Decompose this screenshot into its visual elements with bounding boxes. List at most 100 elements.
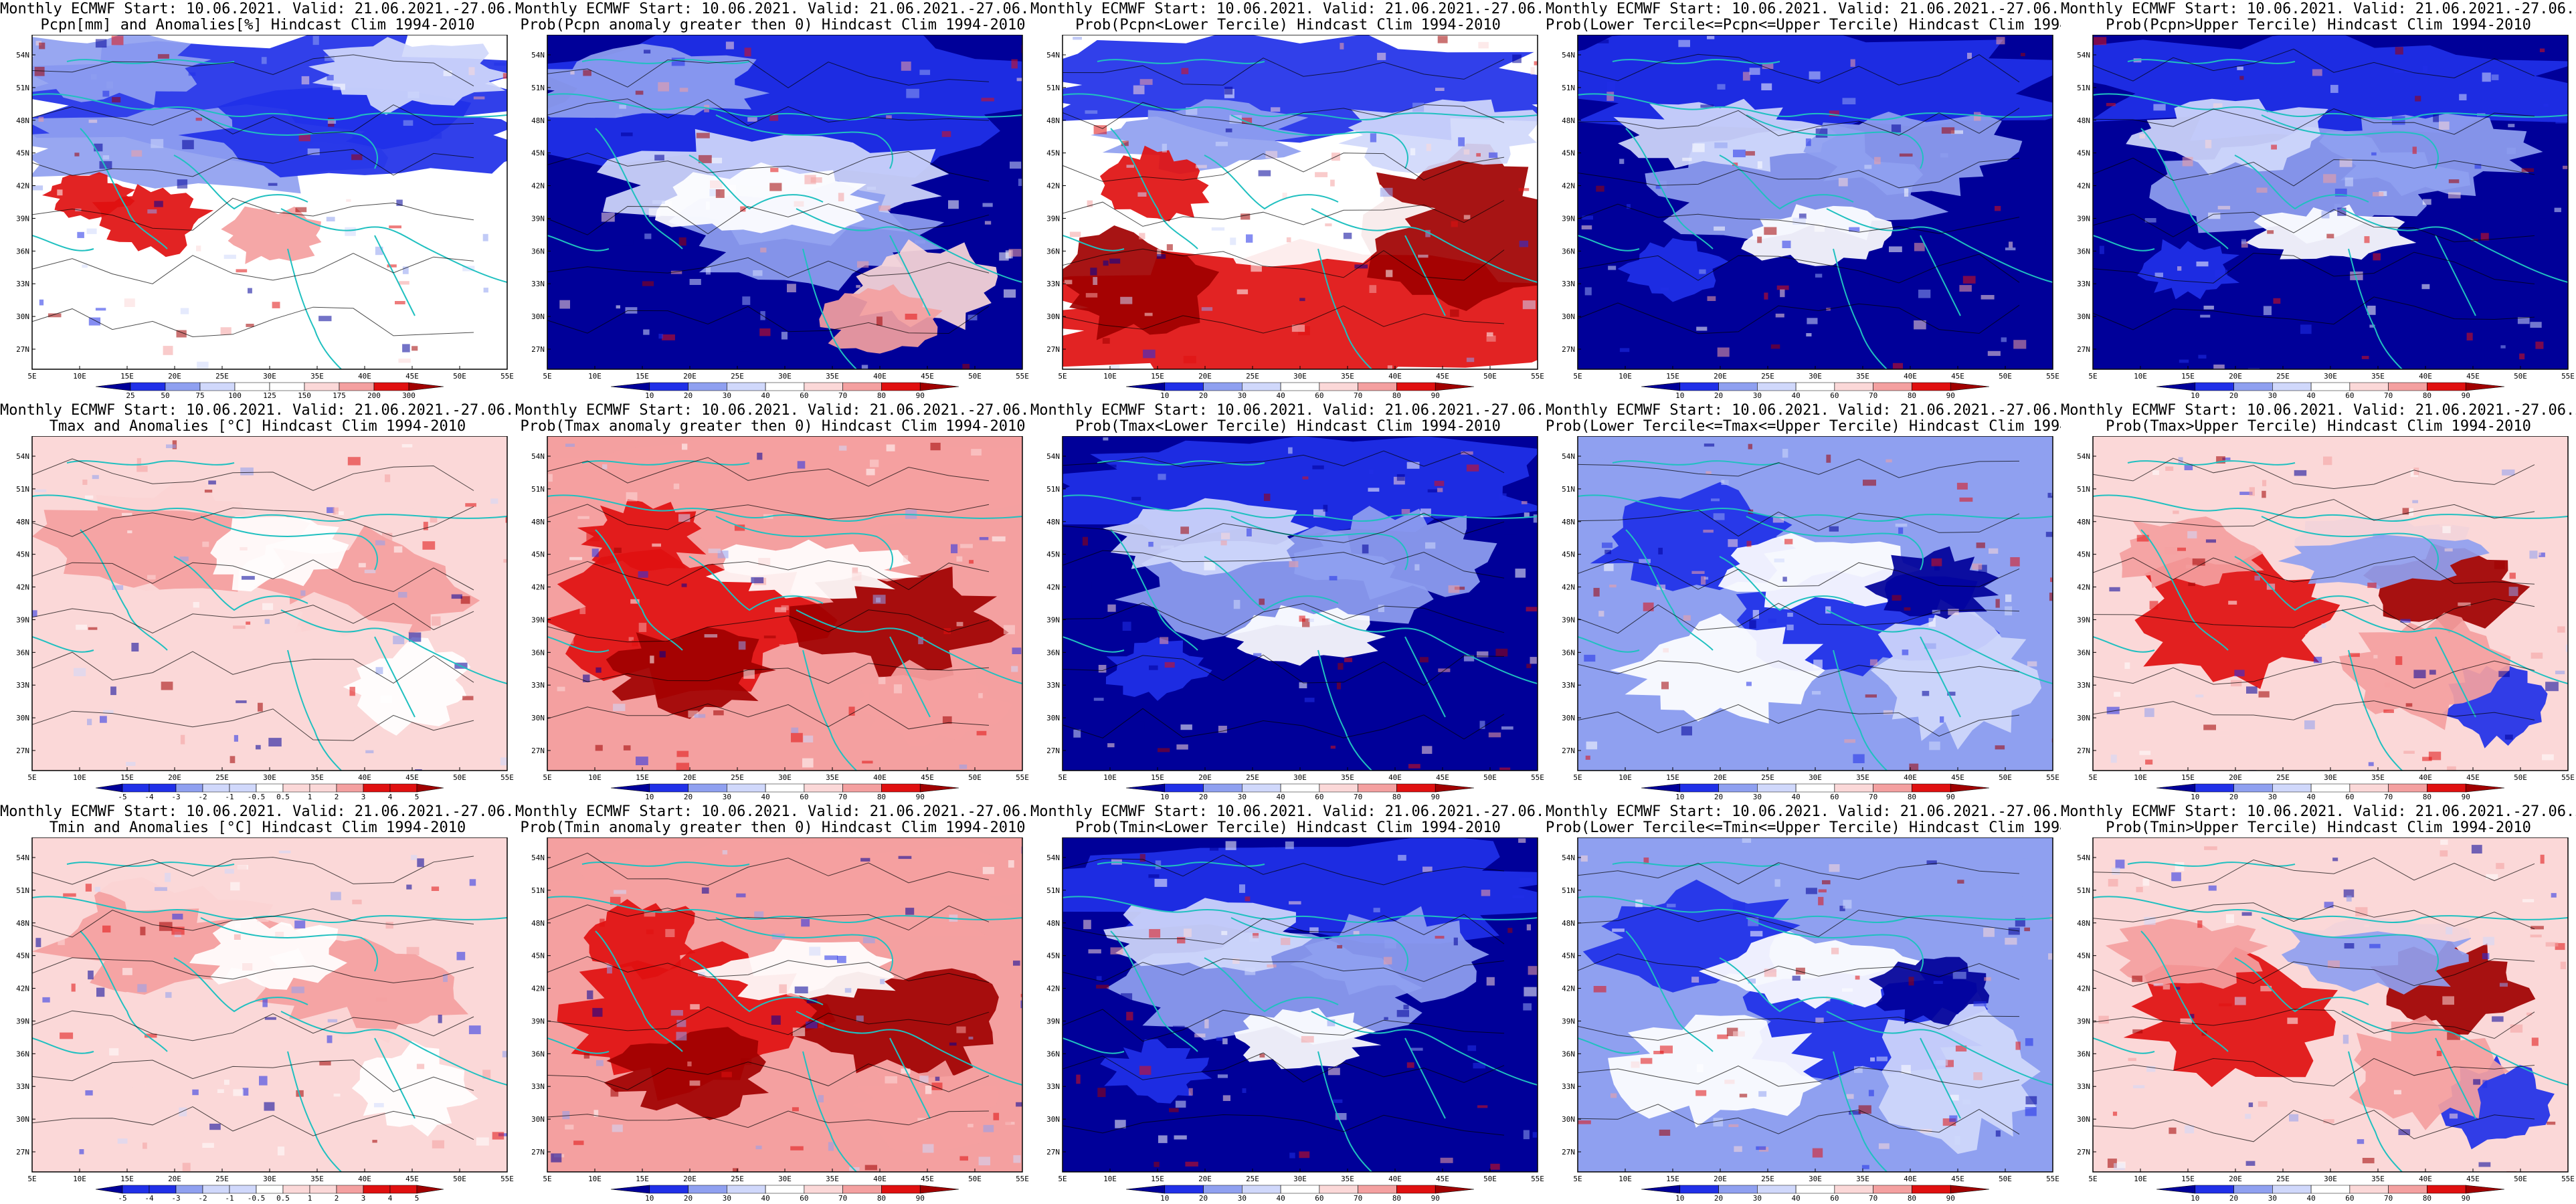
field-speckle [1259, 599, 1265, 605]
map-panel: Monthly ECMWF Start: 10.06.2021. Valid: … [515, 401, 1030, 803]
field-speckle [1582, 225, 1592, 229]
map-panel: Monthly ECMWF Start: 10.06.2021. Valid: … [515, 0, 1030, 401]
colorbar-bin [611, 784, 650, 792]
lon-tick-label: 55E [2046, 1175, 2059, 1183]
field-speckle [672, 58, 685, 66]
colorbar-bin [409, 383, 444, 391]
field-speckle [1957, 880, 1964, 884]
colorbar-bin [2466, 383, 2504, 391]
field-speckle [1847, 1094, 1854, 1099]
lon-tick-label: 5E [2088, 372, 2097, 381]
field-speckle [2470, 468, 2475, 474]
colorbar-bin [1757, 784, 1796, 792]
field-speckle [2198, 355, 2206, 359]
field-speckle [1422, 746, 1432, 754]
field-speckle [2373, 254, 2381, 261]
field-speckle [2046, 532, 2058, 537]
lon-tick-label: 30E [778, 1175, 792, 1183]
field-speckle [52, 649, 65, 654]
map-figure: 27N30N33N36N39N42N45N48N51N54N5E 10E 15E 20… [515, 436, 1030, 803]
field-speckle [262, 57, 267, 64]
field-speckle [2555, 116, 2567, 124]
field-speckle [1155, 879, 1168, 887]
field-speckle [2395, 656, 2402, 665]
colorbar-bin [200, 383, 235, 391]
lat-tick-label: 30N [1562, 1115, 1575, 1124]
field-speckle [614, 548, 622, 553]
field-speckle [234, 866, 247, 870]
field-speckle [1639, 559, 1651, 563]
field-speckle [1083, 537, 1088, 546]
colorbar-bin [1950, 383, 1989, 391]
colorbar-bin [1358, 1185, 1397, 1193]
lat-tick-label: 42N [531, 182, 545, 191]
lon-tick-label: 25E [1246, 372, 1259, 381]
field-speckle [327, 217, 335, 221]
field-speckle [2314, 657, 2322, 664]
field-speckle [1692, 143, 1704, 152]
field-speckle [2246, 1161, 2256, 1166]
colorbar: 25 50 75 100 125 150 175 200 300 [96, 383, 444, 400]
colorbar-bin [310, 1185, 337, 1193]
colorbar-label: -5 [118, 1194, 126, 1203]
lon-tick-label: 35E [826, 1175, 839, 1183]
field-shading [1030, 837, 1546, 1176]
field-speckle [579, 607, 585, 614]
panel-title-line1: Monthly ECMWF Start: 10.06.2021. Valid: … [2061, 403, 2576, 419]
field-speckle [225, 869, 234, 874]
colorbar-bin [1796, 383, 1835, 391]
lon-tick-label: 50E [453, 372, 466, 381]
field-speckle [1212, 227, 1224, 231]
colorbar-bin [688, 1185, 727, 1193]
colorbar-label: 10 [1675, 1194, 1684, 1203]
field-speckle [1180, 526, 1189, 534]
field-speckle [1520, 241, 1529, 247]
field-speckle [1995, 745, 2005, 749]
field-speckle [1407, 1062, 1414, 1068]
field-speckle [2016, 1041, 2021, 1049]
field-speckle [1299, 298, 1305, 301]
field-speckle [1344, 658, 1352, 662]
field-speckle [1458, 137, 1465, 146]
field-speckle [2304, 720, 2315, 729]
colorbar-label: 80 [877, 793, 886, 801]
field-speckle [179, 1108, 187, 1116]
field-speckle [862, 761, 872, 763]
field-speckle [791, 733, 803, 742]
field-speckle [1784, 539, 1792, 544]
field-speckle [234, 934, 241, 940]
field-speckle [465, 503, 476, 506]
field-speckle [562, 1111, 569, 1119]
field-speckle [1892, 595, 1902, 601]
field-speckle [2482, 73, 2491, 82]
field-speckle [407, 92, 419, 98]
field-speckle [753, 270, 762, 276]
lat-tick-label: 27N [16, 746, 29, 755]
colorbar-label: 1 [308, 1194, 312, 1203]
field-speckle [1870, 1058, 1875, 1062]
field-speckle [462, 696, 473, 700]
field-speckle [992, 536, 1006, 542]
colorbar-label: 40 [1276, 1194, 1285, 1203]
colorbar-label: 20 [1199, 793, 1208, 801]
field-speckle [1467, 358, 1474, 363]
field-speckle [1123, 622, 1131, 631]
colorbar-bin [1912, 784, 1950, 792]
field-speckle [2550, 647, 2560, 654]
field-speckle [923, 1144, 934, 1152]
lat-tick-label: 54N [16, 452, 29, 461]
field-speckle [548, 474, 553, 482]
field-speckle [602, 464, 607, 469]
colorbar-label: 70 [1869, 1194, 1877, 1203]
field-speckle [1162, 144, 1167, 153]
field-speckle [2150, 601, 2158, 609]
lon-tick-label: 40E [873, 1175, 887, 1183]
field-speckle [2197, 262, 2209, 266]
lat-tick-label: 42N [1562, 182, 1575, 191]
colorbar-bin [339, 383, 374, 391]
lat-tick-label: 45N [1046, 952, 1060, 961]
field-speckle [246, 621, 250, 625]
field-speckle [1165, 662, 1175, 668]
field-speckle [806, 1021, 818, 1028]
field-speckle [1523, 300, 1536, 309]
